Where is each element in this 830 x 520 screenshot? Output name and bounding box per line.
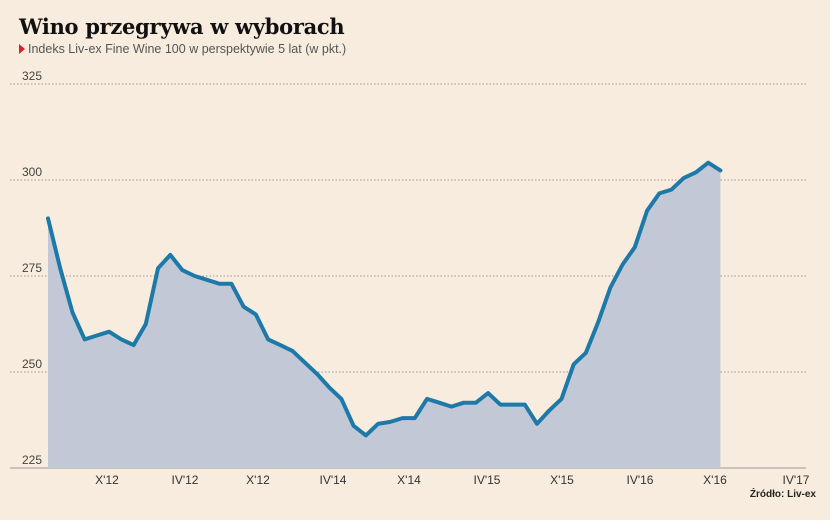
axis-labels: 325 300 275 250 225 X'12 IV'12 X'12 IV'14 X'14 IV'… (22, 69, 810, 487)
y-tick-label: 225 (22, 453, 42, 467)
x-tick-label: IV'17 (783, 473, 810, 487)
x-tick-label: IV'16 (627, 473, 654, 487)
y-tick-label: 250 (22, 357, 42, 371)
source-note: Źródło: Liv-ex (749, 489, 816, 500)
subtitle-row: Indeks Liv-ex Fine Wine 100 w perspektyw… (19, 42, 346, 56)
x-tick-label: IV'15 (474, 473, 501, 487)
x-tick-label: IV'12 (172, 473, 199, 487)
area-fill-group (46, 160, 723, 468)
series-area (48, 162, 721, 468)
chart-title: Wino przegrywa w wyborach (19, 14, 345, 39)
y-tick-label: 275 (22, 261, 42, 275)
x-tick-label: X'14 (397, 473, 421, 487)
chart-subtitle: Indeks Liv-ex Fine Wine 100 w perspektyw… (28, 42, 347, 56)
x-tick-label: X'16 (703, 473, 727, 487)
red-triangle-icon (19, 44, 25, 54)
series-line (46, 160, 723, 438)
x-tick-label: X'12 (246, 473, 270, 487)
y-tick-label: 300 (22, 165, 42, 179)
x-tick-label: X'15 (550, 473, 574, 487)
y-tick-label: 325 (22, 69, 42, 83)
x-tick-label: IV'14 (320, 473, 347, 487)
x-tick-label: X'12 (95, 473, 119, 487)
